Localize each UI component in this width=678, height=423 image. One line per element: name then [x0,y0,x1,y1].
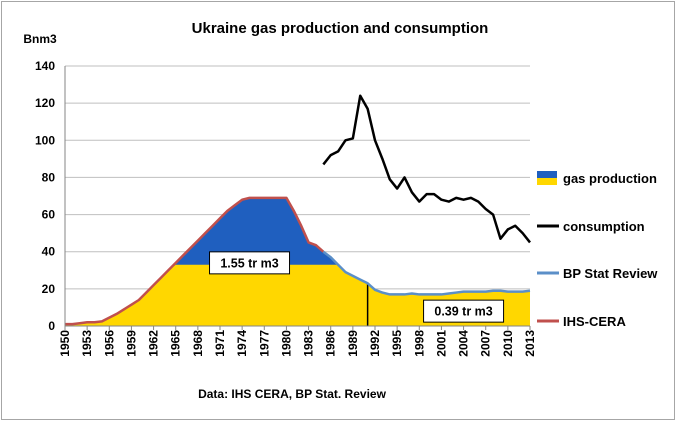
bp-stat-review-line [322,250,531,296]
legend-swatch-production-upper [537,171,557,178]
x-tick-label: 1983 [302,330,316,357]
annotations: 1.55 tr m3 0.39 tr m3 [209,251,505,323]
x-tick-label: 1968 [191,330,205,357]
x-tick-label: 1959 [124,330,138,357]
legend-swatch-production-lower [537,178,557,185]
axes: 0 20 40 60 80 100 120 140 1950 1953 1956 1959 1962 19… [35,59,537,357]
y-axis-label: Bnm3 [23,32,57,46]
chart-title: Ukraine gas production and consumption [192,20,489,37]
annotation-box [209,251,291,275]
x-tick-label: 1971 [213,330,227,357]
x-tick-label: 1995 [390,330,404,357]
x-tick-label: 1998 [412,330,426,357]
x-tick-label: 1980 [279,330,293,357]
annotation-label: 1.55 tr m3 [220,256,278,270]
y-tick-label: 140 [35,59,55,73]
x-tick-label: 2013 [523,330,537,357]
x-tick-label: 1962 [147,330,161,357]
x-tick-label: 2001 [434,330,448,357]
y-tick-label: 80 [42,170,56,184]
production-area-lower [65,264,530,326]
x-tick-label: 1953 [80,330,94,357]
x-tick-label: 2007 [479,330,493,357]
x-tick-label: 2010 [501,330,515,357]
x-tick-label: 1986 [324,330,338,357]
legend-label: IHS-CERA [563,314,626,329]
legend: gas production consumption BP Stat Review I… [537,171,658,329]
source-note: Data: IHS CERA, BP Stat. Review [198,387,386,401]
x-tick-label: 1950 [58,330,72,357]
series-lines [65,94,531,326]
y-tick-label: 20 [42,282,56,296]
legend-label: gas production [563,171,657,186]
x-tick-label: 1965 [169,330,183,357]
x-tick-label: 1956 [102,330,116,357]
x-tick-label: 2004 [457,330,471,357]
x-tick-label: 1989 [346,330,360,357]
y-tick-label: 0 [48,319,55,333]
y-tick-label: 100 [35,133,55,147]
annotation-label: 0.39 tr m3 [434,305,492,319]
y-tick-label: 120 [35,96,55,110]
legend-label: consumption [563,219,645,234]
ihs-cera-line [65,196,325,326]
x-tick-label: 1974 [235,330,249,357]
y-tick-label: 60 [42,208,56,222]
y-tick-label: 40 [42,245,56,259]
gridlines [65,65,530,290]
x-tick-label: 1977 [257,330,271,357]
legend-label: BP Stat Review [563,266,658,281]
x-tick-label: 1992 [368,330,382,357]
annotation-box [423,299,505,323]
consumption-line [322,94,531,244]
